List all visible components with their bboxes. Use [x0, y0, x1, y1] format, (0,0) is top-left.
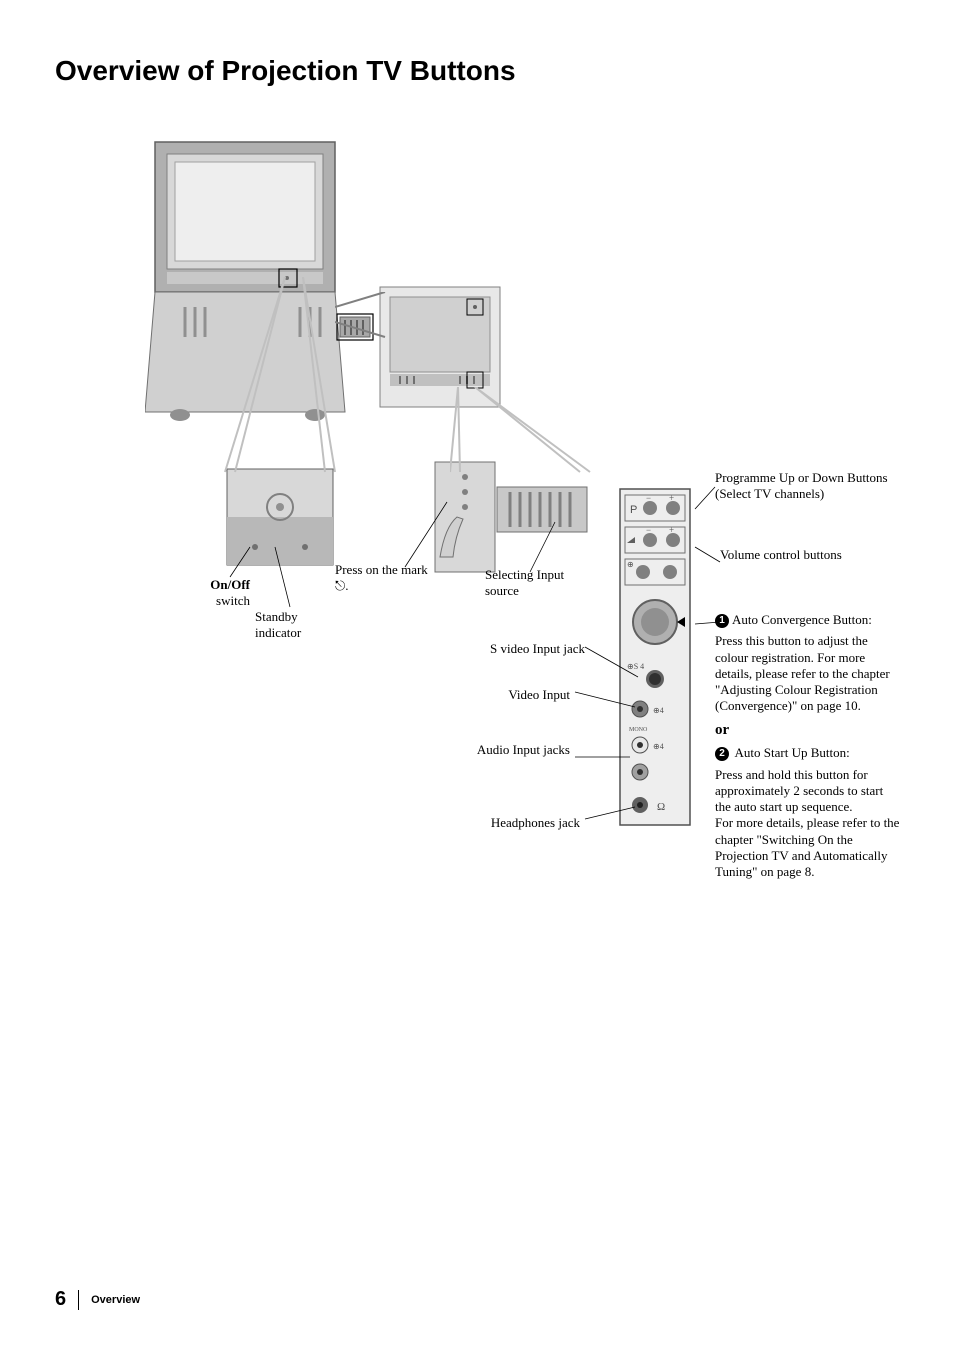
num2-icon: 2: [715, 747, 729, 761]
auto-start-title: Auto Start Up Button:: [732, 745, 850, 760]
programme-label: Programme Up or Down Buttons (Select TV …: [715, 470, 895, 503]
auto-start-desc1: Press and hold this button for approxima…: [715, 767, 900, 816]
page-number: 6: [55, 1288, 66, 1311]
press-mark-symbol: ⎋.: [335, 578, 349, 593]
onoff-label: On/Off switch: [170, 577, 250, 610]
standby-label: Standby indicator: [255, 609, 325, 642]
press-mark-label: Press on the mark ⎋.: [335, 562, 435, 595]
footer-divider: [78, 1290, 79, 1310]
auto-conv-desc: Press this button to adjust the colour r…: [715, 633, 900, 714]
onoff-rest: switch: [216, 593, 250, 608]
selecting-input-label: Selecting Input source: [485, 567, 575, 600]
diagram-area: P − + − + ⊕ ⊕S 4 ⊕4 MONO ⊕4: [55, 117, 899, 1017]
onoff-bold: On/Off: [210, 577, 250, 592]
volume-label: Volume control buttons: [720, 547, 870, 563]
svideo-label: S video Input jack: [455, 641, 585, 657]
auto-convergence-block: 1Auto Convergence Button: Press this but…: [715, 612, 900, 880]
audio-input-label: Audio Input jacks: [455, 742, 570, 758]
auto-start-desc2: For more details, please refer to the ch…: [715, 815, 900, 880]
headphones-label: Headphones jack: [455, 815, 580, 831]
video-input-label: Video Input: [455, 687, 570, 703]
page-title: Overview of Projection TV Buttons: [55, 55, 899, 87]
num1-icon: 1: [715, 614, 729, 628]
press-mark-text: Press on the mark: [335, 562, 428, 577]
footer-section: Overview: [91, 1294, 140, 1306]
page-footer: 6 Overview: [55, 1288, 140, 1311]
auto-conv-title: Auto Convergence Button:: [732, 612, 872, 627]
or-text: or: [715, 721, 900, 740]
